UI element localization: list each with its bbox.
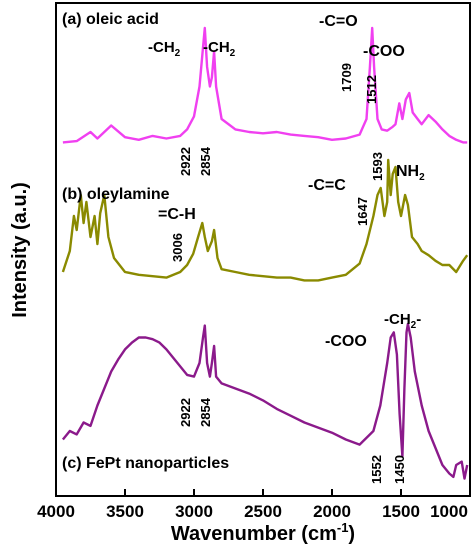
x-tick-label: 1000 (430, 502, 468, 521)
x-tick-label: 2500 (244, 502, 282, 521)
y-axis-title: Intensity (a.u.) (9, 182, 31, 318)
x-tick-label: 1500 (382, 502, 420, 521)
annotation-2854-c: 2854 (198, 397, 213, 427)
annotation-ch2-c: -CH2- (384, 311, 421, 331)
annotation-2922-a: 2922 (178, 147, 193, 176)
annotation-eq-c-h: =C-H (158, 206, 196, 223)
x-tick-label: 3500 (106, 502, 144, 521)
annotation-1647: 1647 (355, 197, 370, 226)
annotation-3006: 3006 (170, 233, 185, 262)
series-layer (61, 26, 469, 480)
annotation-nh2: NH2 (396, 163, 425, 183)
annotation-ch2-right: -CH2 (203, 39, 236, 59)
x-ticks: 4000 3500 3000 2500 2000 1500 1000 (37, 489, 471, 521)
annotation-c-c: -C=C (308, 177, 346, 194)
spectrum-line-3 (61, 322, 469, 480)
svg-text:NH2: NH2 (396, 163, 425, 183)
series-label-fept: (c) FePt nanoparticles (62, 455, 229, 472)
spectrum-line-2 (61, 158, 469, 282)
annotation-1450: 1450 (392, 455, 407, 484)
x-axis-title: Wavenumber (cm-1) (171, 520, 355, 545)
annotation-1552: 1552 (369, 455, 384, 484)
x-tick-label: 3000 (175, 502, 213, 521)
annotation-c-o: -C=O (319, 13, 358, 30)
series-label-oleylamine: (b) oleylamine (62, 186, 170, 203)
annotation-1512: 1512 (364, 75, 379, 104)
svg-text:-CH2: -CH2 (148, 39, 181, 59)
svg-text:-CH2: -CH2 (203, 39, 236, 59)
annotation-2922-c: 2922 (178, 398, 193, 427)
annotation-1709: 1709 (339, 63, 354, 92)
spectrum-line-1 (62, 26, 468, 144)
annotation-ch2-left: -CH2 (148, 39, 181, 59)
svg-text:-CH2-: -CH2- (384, 311, 421, 331)
x-tick-label: 2000 (313, 502, 351, 521)
annotation-1593: 1593 (370, 152, 385, 181)
annotation-coo-a: -COO (363, 43, 405, 60)
series-label-oleic-acid: (a) oleic acid (62, 11, 159, 28)
svg-text:Wavenumber (cm-1): Wavenumber (cm-1) (171, 520, 355, 545)
annotation-coo-c: -COO (325, 333, 367, 350)
plot-frame (55, 2, 471, 497)
annotation-2854-a: 2854 (198, 146, 213, 176)
x-tick-label: 4000 (37, 502, 75, 521)
